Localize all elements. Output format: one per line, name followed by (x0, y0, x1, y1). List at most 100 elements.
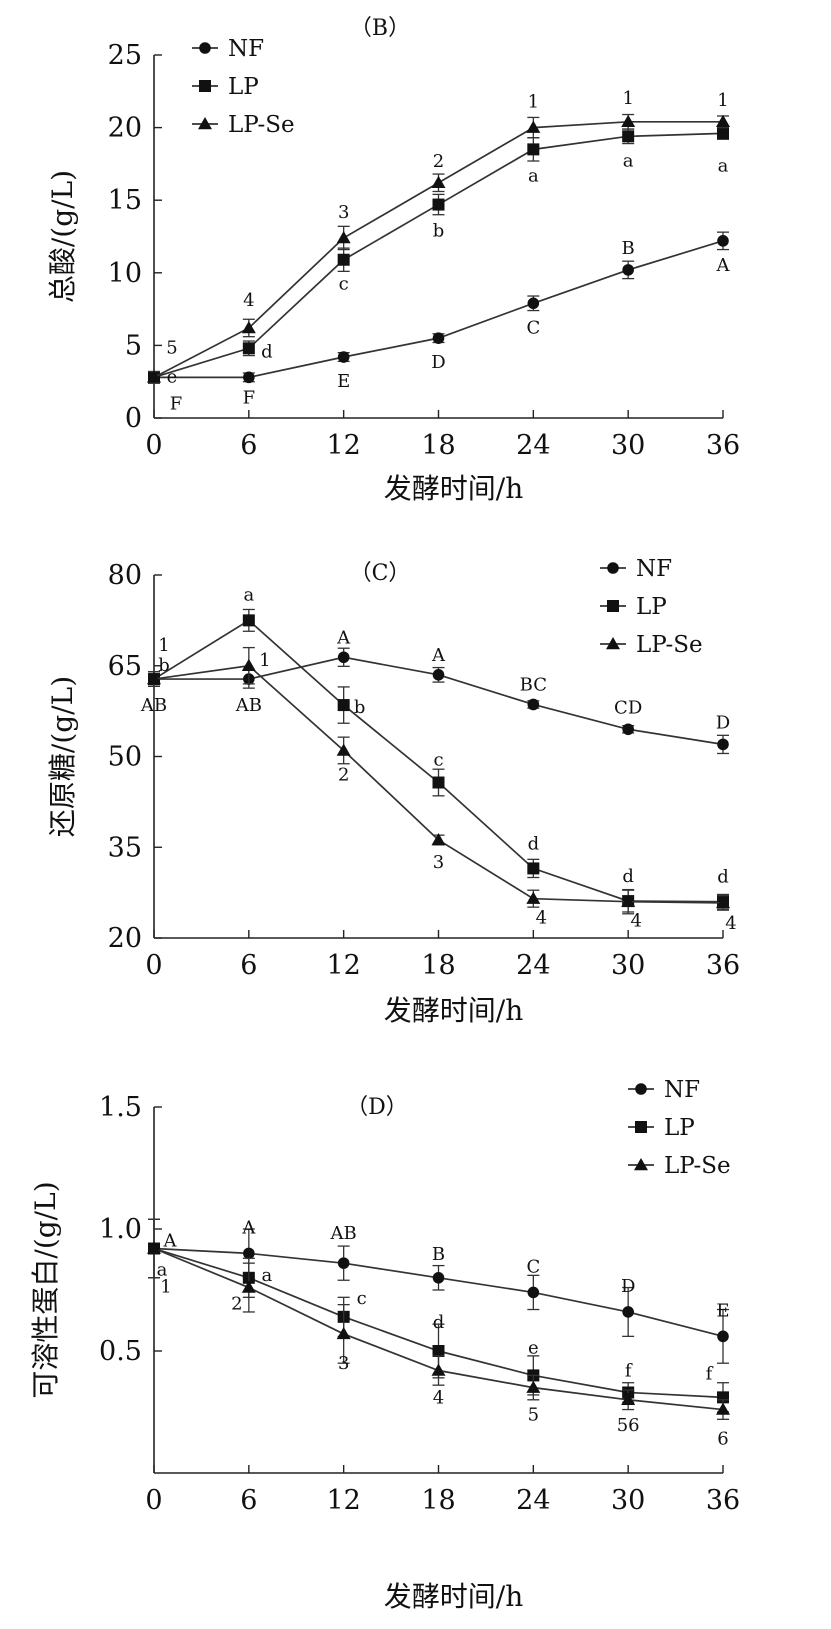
y-tick-label: 10 (108, 258, 142, 289)
data-point-marker (432, 332, 445, 344)
data-point-marker (717, 738, 729, 751)
significance-label: 4 (536, 908, 547, 929)
series-lp: e d c b a a a (148, 126, 729, 387)
data-point-marker (243, 1247, 255, 1260)
significance-label: 1 (528, 92, 539, 113)
significance-label: b (158, 655, 170, 676)
significance-label: a (261, 1265, 272, 1286)
legend-label: LP-Se (228, 112, 295, 138)
significance-label: f (706, 1363, 714, 1384)
significance-label: d (261, 341, 273, 362)
significance-label: A (431, 645, 446, 666)
significance-label: f (625, 1360, 633, 1381)
significance-label: c (357, 1288, 367, 1309)
data-point-marker (526, 891, 541, 904)
panel-label: （B） (350, 16, 410, 41)
data-point-marker (243, 371, 255, 384)
x-tick-label: 0 (145, 430, 162, 461)
data-point-marker (716, 895, 730, 909)
y-tick-label: 50 (108, 742, 142, 773)
significance-label: 4 (630, 911, 641, 932)
data-point-marker (527, 143, 540, 156)
significance-label: B (622, 238, 635, 259)
significance-label: D (621, 1276, 635, 1297)
data-point-marker (432, 1345, 445, 1357)
data-point-marker (621, 1392, 636, 1406)
data-point-marker (622, 130, 635, 143)
data-point-marker (431, 832, 446, 846)
chart-panel-1: 0 6 12 18 24 30 362035506580发酵时间/h还原糖/(g/L)（C）… (46, 556, 740, 1027)
data-point-marker (431, 1363, 446, 1376)
significance-label: a (718, 155, 729, 176)
significance-label: 5 (528, 1405, 539, 1426)
data-point-marker (147, 370, 161, 383)
x-axis-title: 发酵时间/h (384, 472, 523, 505)
y-tick-label: 65 (108, 651, 142, 682)
data-point-marker (432, 198, 445, 211)
data-point-marker (432, 1272, 445, 1284)
data-point-marker (337, 699, 350, 712)
significance-label: AB (140, 695, 167, 716)
significance-label: 4 (433, 1388, 444, 1409)
x-axis-title: 发酵时间/h (384, 994, 523, 1027)
significance-label: 2 (433, 151, 444, 172)
data-point-marker (431, 175, 446, 189)
x-tick-label: 18 (421, 430, 455, 461)
significance-label: AB (235, 695, 262, 716)
legend: NF LP LP-Se (628, 1077, 731, 1179)
significance-label: a (157, 1260, 168, 1281)
data-point-marker (527, 862, 540, 875)
data-point-marker (336, 743, 351, 756)
legend-label: LP (228, 74, 259, 100)
series-lp-se: 1 2 3 4 5 56 6 (147, 1218, 730, 1450)
legend: NF LP LP-Se (192, 36, 295, 138)
x-tick-label: 12 (326, 950, 360, 981)
y-tick-label: 20 (108, 923, 142, 954)
significance-label: B (432, 1244, 445, 1265)
series-lp-se: 5 4 3 2 1 1 1 (147, 88, 730, 384)
legend-marker (199, 80, 211, 92)
significance-label: F (170, 393, 183, 414)
x-tick-label: 30 (611, 950, 645, 981)
x-tick-label: 24 (516, 430, 550, 461)
y-tick-label: 80 (108, 560, 142, 591)
data-point-marker (432, 776, 445, 789)
significance-label: D (431, 352, 445, 373)
data-point-marker (337, 1257, 350, 1269)
data-point-marker (147, 672, 161, 685)
x-tick-label: 24 (516, 1485, 550, 1516)
data-point-marker (621, 114, 636, 128)
significance-label: 1 (158, 635, 169, 656)
data-point-marker (336, 230, 351, 244)
significance-label: e (167, 366, 178, 387)
significance-label: d (717, 867, 729, 888)
y-tick-label: 0.5 (99, 1336, 142, 1367)
data-point-marker (621, 894, 636, 907)
significance-label: F (243, 387, 256, 408)
significance-label: 1 (622, 88, 633, 109)
data-point-marker (716, 114, 730, 128)
significance-label: BC (520, 674, 547, 695)
significance-label: A (716, 255, 731, 276)
y-axis-title: 可溶性蛋白/(g/L) (29, 1181, 62, 1398)
significance-label: c (339, 274, 349, 295)
y-tick-label: 15 (108, 185, 142, 216)
legend-label: NF (228, 36, 264, 62)
legend-label: LP (664, 1115, 695, 1141)
data-point-marker (527, 698, 540, 711)
x-axis-title: 发酵时间/h (384, 1580, 523, 1613)
legend-marker (199, 42, 211, 54)
legend-marker (635, 1121, 647, 1133)
series-nf: F F E D C B A (148, 231, 731, 414)
data-point-marker (337, 351, 350, 363)
significance-label: 3 (433, 852, 444, 873)
y-axis-title: 总酸/(g/L) (46, 170, 79, 303)
data-point-marker (241, 1280, 256, 1293)
x-tick-label: 0 (145, 1485, 162, 1516)
data-point-marker (526, 120, 541, 133)
x-tick-label: 12 (326, 430, 360, 461)
legend-marker (198, 117, 212, 130)
data-point-marker (527, 1286, 540, 1299)
legend: NF LP LP-Se (600, 556, 703, 658)
